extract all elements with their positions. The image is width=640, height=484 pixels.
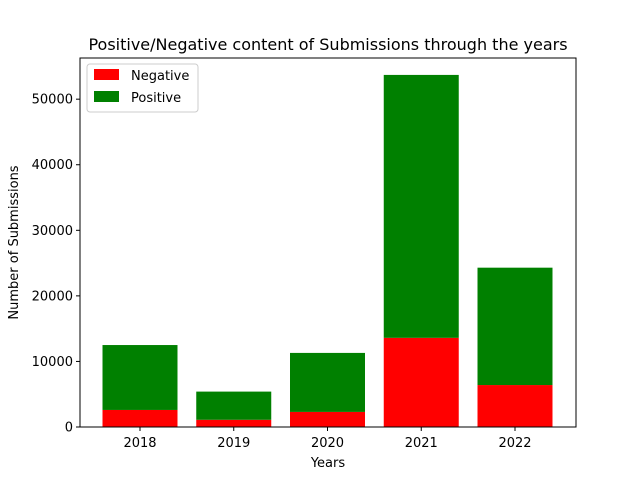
y-axis: 0 10000 20000 30000 40000 50000 <box>32 93 80 436</box>
x-tick-label: 2020 <box>311 436 344 451</box>
bar-negative-2020 <box>290 411 365 427</box>
x-tick-label: 2022 <box>498 436 531 451</box>
bar-negative-2019 <box>196 419 272 427</box>
bar-positive-2019 <box>196 391 272 420</box>
legend-swatch-negative <box>94 69 119 80</box>
y-tick-label: 50000 <box>32 93 73 108</box>
bar-positive-2021 <box>383 74 459 338</box>
x-axis: 2018 2019 2020 2021 2022 <box>123 427 532 451</box>
legend-label-negative: Negative <box>131 69 189 84</box>
bars-layer <box>102 74 553 427</box>
y-tick-label: 10000 <box>32 355 73 370</box>
y-tick-label: 30000 <box>32 224 73 239</box>
x-tick-label: 2019 <box>217 436 250 451</box>
legend-label-positive: Positive <box>131 91 181 106</box>
y-axis-label: Number of Submissions <box>7 165 22 319</box>
x-tick-label: 2021 <box>405 436 438 451</box>
bar-positive-2018 <box>102 345 178 410</box>
y-tick-label: 20000 <box>32 289 73 304</box>
legend-swatch-positive <box>94 91 119 102</box>
bar-negative-2018 <box>102 409 178 427</box>
bar-negative-2021 <box>383 337 459 427</box>
y-tick-label: 0 <box>65 421 73 436</box>
bar-positive-2020 <box>290 352 365 412</box>
x-tick-label: 2018 <box>123 436 156 451</box>
x-axis-label: Years <box>310 456 346 471</box>
bar-positive-2022 <box>477 267 553 386</box>
y-tick-label: 40000 <box>32 158 73 173</box>
legend: Negative Positive <box>86 63 199 113</box>
chart-title: Positive/Negative content of Submissions… <box>88 35 567 54</box>
bar-negative-2022 <box>477 385 553 427</box>
